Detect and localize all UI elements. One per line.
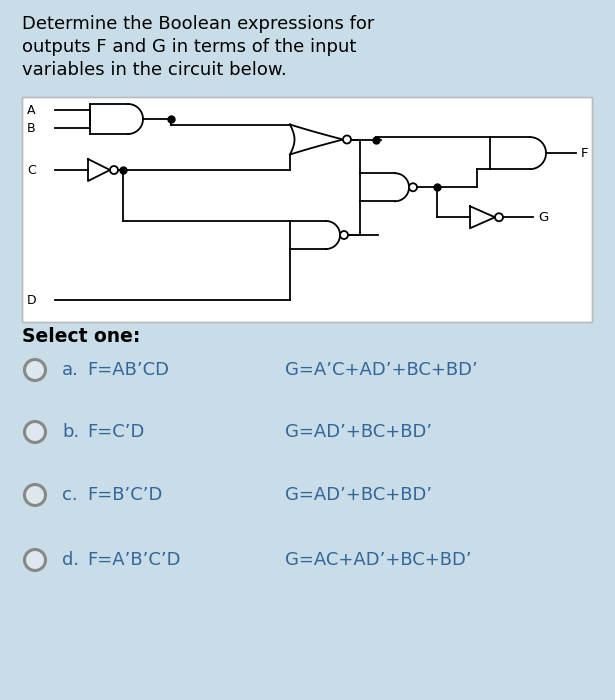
Circle shape (495, 214, 503, 221)
Circle shape (110, 166, 118, 174)
Circle shape (25, 485, 45, 505)
Text: F=A’B’C’D: F=A’B’C’D (87, 551, 180, 569)
Circle shape (25, 360, 45, 380)
Text: b.: b. (62, 423, 79, 441)
Text: G=AD’+BC+BD’: G=AD’+BC+BD’ (285, 423, 432, 441)
Circle shape (409, 183, 417, 191)
Circle shape (25, 422, 45, 442)
Text: outputs F and G in terms of the input: outputs F and G in terms of the input (22, 38, 356, 56)
Text: variables in the circuit below.: variables in the circuit below. (22, 61, 287, 79)
Text: F=AB’CD: F=AB’CD (87, 361, 169, 379)
Circle shape (25, 550, 45, 570)
Circle shape (340, 231, 348, 239)
Text: Select one:: Select one: (22, 327, 140, 346)
Text: F: F (581, 146, 589, 160)
Text: B: B (27, 122, 36, 134)
Text: G=AC+AD’+BC+BD’: G=AC+AD’+BC+BD’ (285, 551, 472, 569)
Text: c.: c. (62, 486, 77, 504)
Text: G=A’C+AD’+BC+BD’: G=A’C+AD’+BC+BD’ (285, 361, 478, 379)
Text: D: D (27, 293, 37, 307)
Text: A: A (27, 104, 36, 116)
Circle shape (343, 136, 351, 144)
Text: Determine the Boolean expressions for: Determine the Boolean expressions for (22, 15, 375, 33)
FancyBboxPatch shape (22, 97, 592, 322)
Text: F=C’D: F=C’D (87, 423, 145, 441)
Text: G=AD’+BC+BD’: G=AD’+BC+BD’ (285, 486, 432, 504)
Text: C: C (27, 164, 36, 176)
Text: G: G (538, 211, 548, 224)
Text: d.: d. (62, 551, 79, 569)
Text: a.: a. (62, 361, 79, 379)
Text: F=B’C’D: F=B’C’D (87, 486, 162, 504)
